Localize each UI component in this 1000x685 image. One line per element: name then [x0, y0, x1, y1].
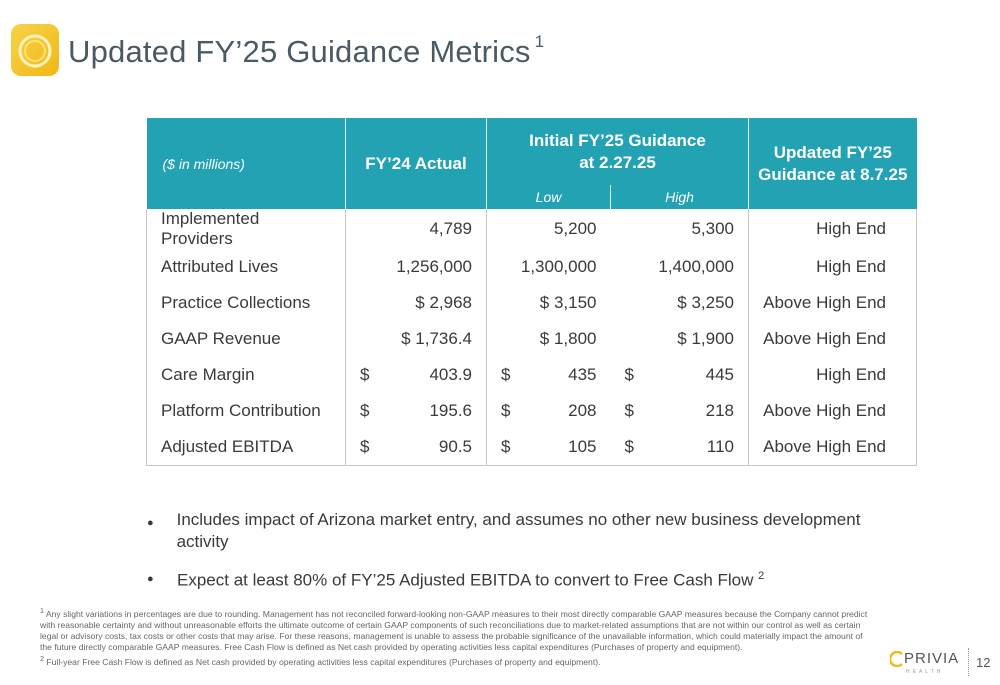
bullet-dot-icon: ●: [147, 573, 154, 585]
privia-logo: PRIVIA HEALTH: [890, 650, 959, 675]
footnotes: 1 Any slight variations in percentages a…: [40, 606, 870, 668]
fy24-value: 1,256,000: [345, 249, 487, 285]
metric-name: Practice Collections: [146, 285, 346, 321]
table-row: Platform Contribution $195.6 $208 $218 A…: [146, 393, 918, 429]
privia-sun-icon: [11, 24, 59, 76]
high-value: $110: [610, 429, 750, 466]
updated-value: High End: [748, 249, 918, 285]
fy24-value: $ 1,736.4: [345, 321, 487, 357]
page-title: Updated FY’25 Guidance Metrics 1: [68, 32, 545, 69]
table-row: GAAP Revenue $ 1,736.4 $ 1,800 $ 1,900 A…: [146, 321, 918, 357]
updated-value: Above High End: [748, 429, 918, 466]
low-value: $105: [486, 429, 611, 466]
low-value: 1,300,000: [520, 257, 597, 276]
header-low: Low: [486, 185, 611, 209]
metric-name: Platform Contribution: [146, 393, 346, 429]
low-value: $ 3,150: [539, 293, 597, 312]
metric-name: Implemented Providers: [146, 209, 346, 249]
units-label: ($ in millions): [146, 118, 346, 209]
list-item: ● Expect at least 80% of FY’25 Adjusted …: [147, 565, 907, 592]
metric-name: Adjusted EBITDA: [146, 429, 346, 466]
high-value: $ 3,250: [610, 285, 750, 321]
header-initial-guidance: Initial FY’25 Guidance at 2.27.25: [486, 118, 750, 185]
fy24-value: $403.9: [345, 357, 487, 393]
high-value: 5,300: [610, 209, 750, 249]
updated-value: Above High End: [748, 321, 918, 357]
guidance-table: ($ in millions) FY’24 Actual Initial FY’…: [146, 118, 918, 466]
updated-value: High End: [748, 357, 918, 393]
high-value: $ 1,900: [610, 321, 750, 357]
table-row: Attributed Lives 1,256,000 1,300,000 1,4…: [146, 249, 918, 285]
table-row: Care Margin $403.9 $435 $445 High End: [146, 357, 918, 393]
updated-value: Above High End: [748, 393, 918, 429]
list-item: ● Includes impact of Arizona market entr…: [147, 510, 861, 551]
title-footnote-ref: 1: [534, 32, 545, 51]
header-updated-guidance: Updated FY’25 Guidance at 8.7.25: [748, 118, 917, 209]
fy24-value: $90.5: [345, 429, 487, 466]
high-value: 1,400,000: [610, 249, 750, 285]
header-high: High: [610, 185, 750, 209]
metric-name: GAAP Revenue: [146, 321, 346, 357]
divider: [968, 648, 969, 676]
table-row: Practice Collections $ 2,968 $ 3,150 $ 3…: [146, 285, 918, 321]
fy24-value: $195.6: [345, 393, 487, 429]
footnote-ref: 2: [758, 570, 765, 582]
metric-name: Attributed Lives: [146, 249, 346, 285]
low-value: $208: [501, 401, 597, 420]
table-row: Adjusted EBITDA $90.5 $105 $110 Above Hi…: [146, 429, 918, 466]
bullet-dot-icon: ●: [147, 517, 154, 529]
header-fy24: FY’24 Actual: [345, 118, 487, 209]
privia-mark-icon: [890, 650, 903, 667]
high-value: $218: [610, 393, 750, 429]
bullet-list: ● Includes impact of Arizona market entr…: [147, 509, 907, 604]
low-value: $435: [501, 365, 597, 384]
metric-name: Care Margin: [146, 357, 346, 393]
table-row: Implemented Providers 4,789 5,200 5,300 …: [146, 209, 918, 249]
fy24-value: 4,789: [345, 209, 487, 249]
updated-value: Above High End: [748, 285, 918, 321]
fy24-value: $ 2,968: [345, 285, 487, 321]
page-number: 12: [976, 655, 991, 670]
updated-value: High End: [748, 209, 918, 249]
footnote-2: 2 Full-year Free Cash Flow is defined as…: [40, 654, 601, 667]
footnote-1: 1 Any slight variations in percentages a…: [40, 607, 868, 653]
low-value: $ 1,800: [539, 329, 597, 348]
high-value: $445: [610, 357, 750, 393]
low-value: 5,200: [553, 219, 597, 238]
